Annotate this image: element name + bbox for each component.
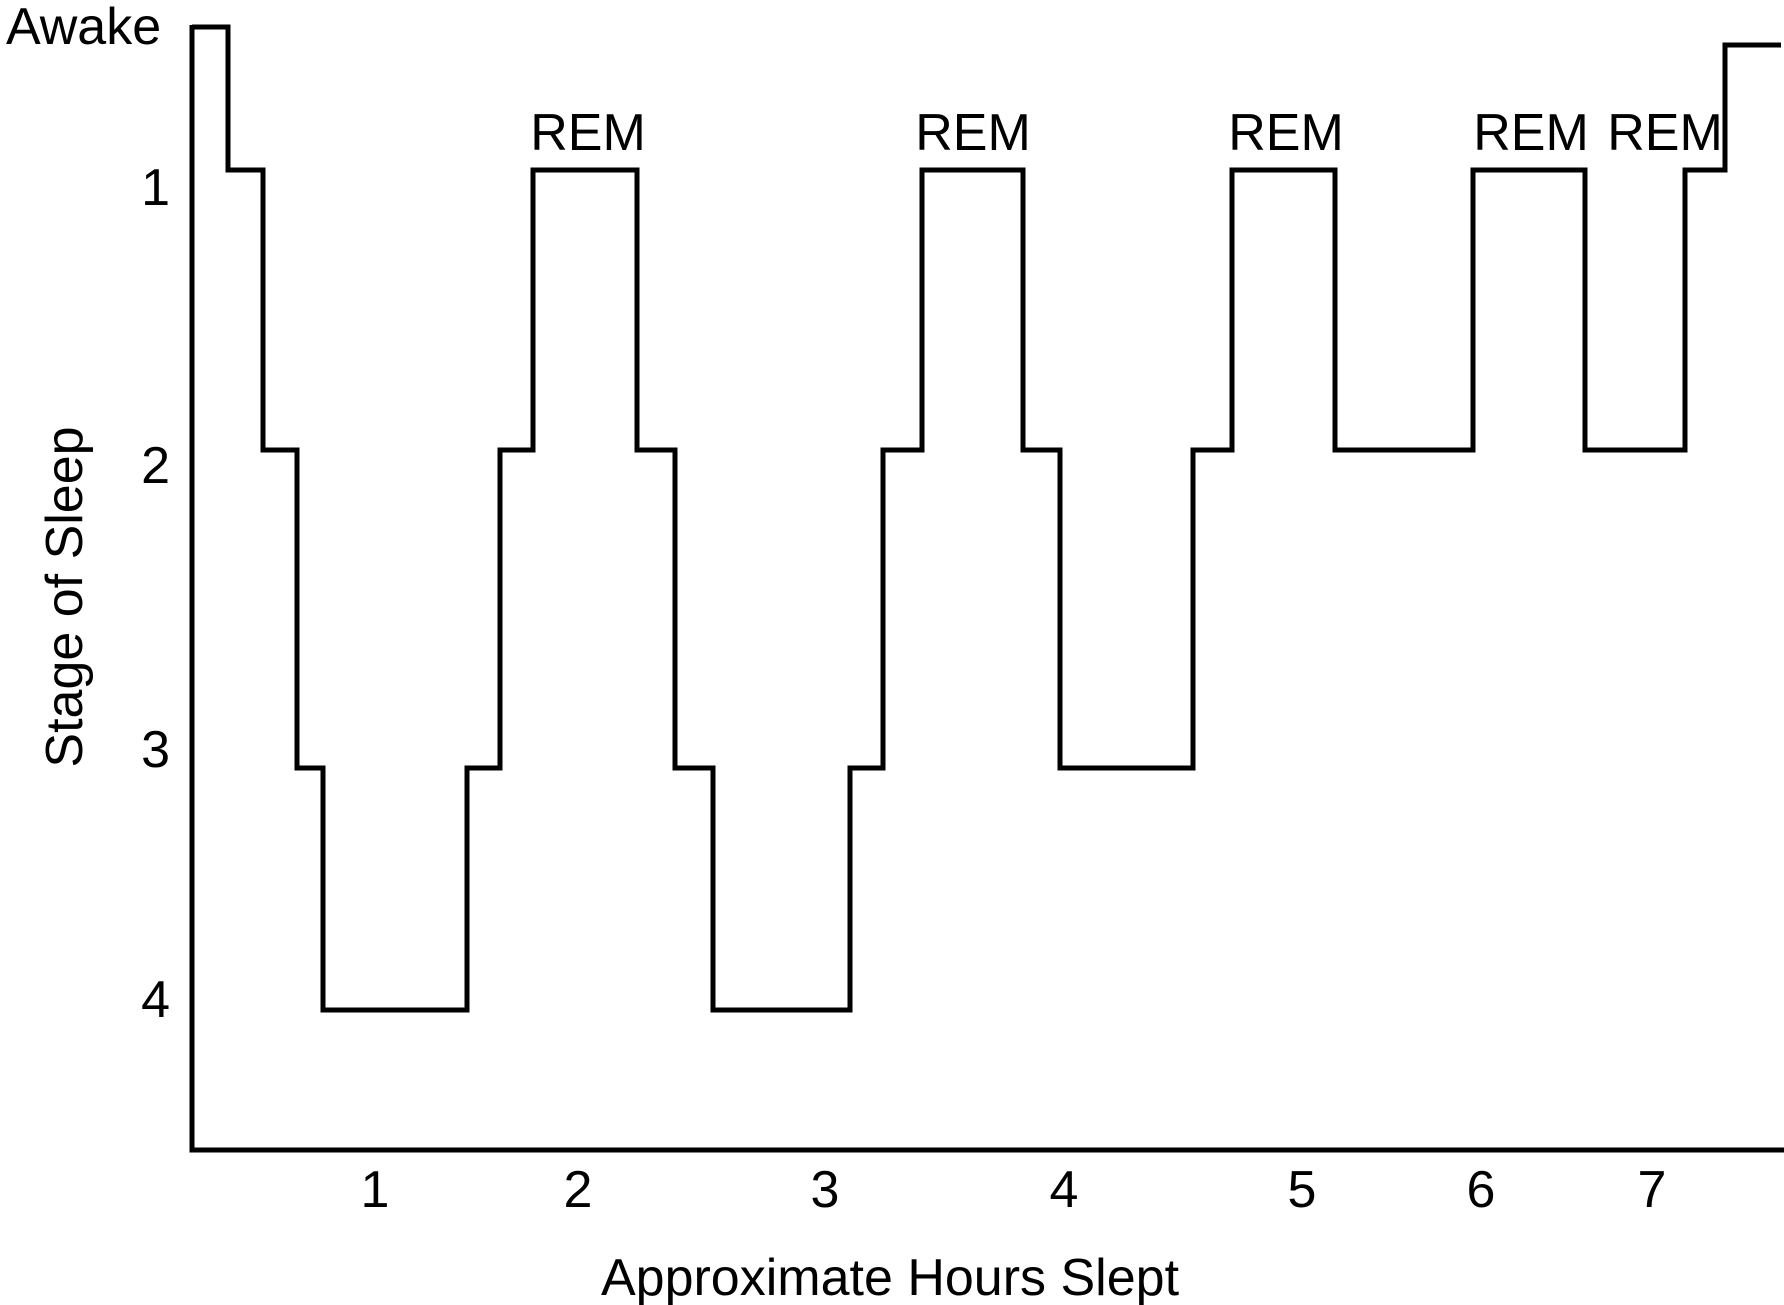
y-axis-title: Stage of Sleep (36, 426, 94, 767)
axes-group (189, 25, 1784, 1153)
x-tick-label: 7 (1638, 1161, 1667, 1219)
rem-annotation: REM (1607, 104, 1723, 162)
rem-annotation: REM (1473, 104, 1589, 162)
y-tick-label: 1 (141, 159, 170, 217)
y-tick-label: 4 (141, 971, 170, 1029)
sleep-stage-curve (192, 24, 1781, 1013)
y-tick-label: 3 (141, 721, 170, 779)
axis-lines (189, 25, 1784, 1153)
labels-group: Awake 1 2 3 4 1 2 3 4 5 6 7 REM REM REM REM REM Approxima… (6, 0, 1723, 1305)
y-tick-label: 2 (141, 437, 170, 495)
x-tick-label: 6 (1467, 1161, 1496, 1219)
x-tick-label: 1 (361, 1161, 390, 1219)
x-tick-label: 4 (1050, 1161, 1079, 1219)
rem-annotation: REM (915, 104, 1031, 162)
curve-group (192, 24, 1781, 1013)
y-tick-label-awake: Awake (6, 0, 161, 56)
rem-annotation: REM (530, 104, 646, 162)
x-axis-title: Approximate Hours Slept (601, 1249, 1180, 1305)
x-tick-label: 5 (1288, 1161, 1317, 1219)
rem-annotation: REM (1228, 104, 1344, 162)
x-tick-label: 2 (564, 1161, 593, 1219)
x-tick-label: 3 (811, 1161, 840, 1219)
